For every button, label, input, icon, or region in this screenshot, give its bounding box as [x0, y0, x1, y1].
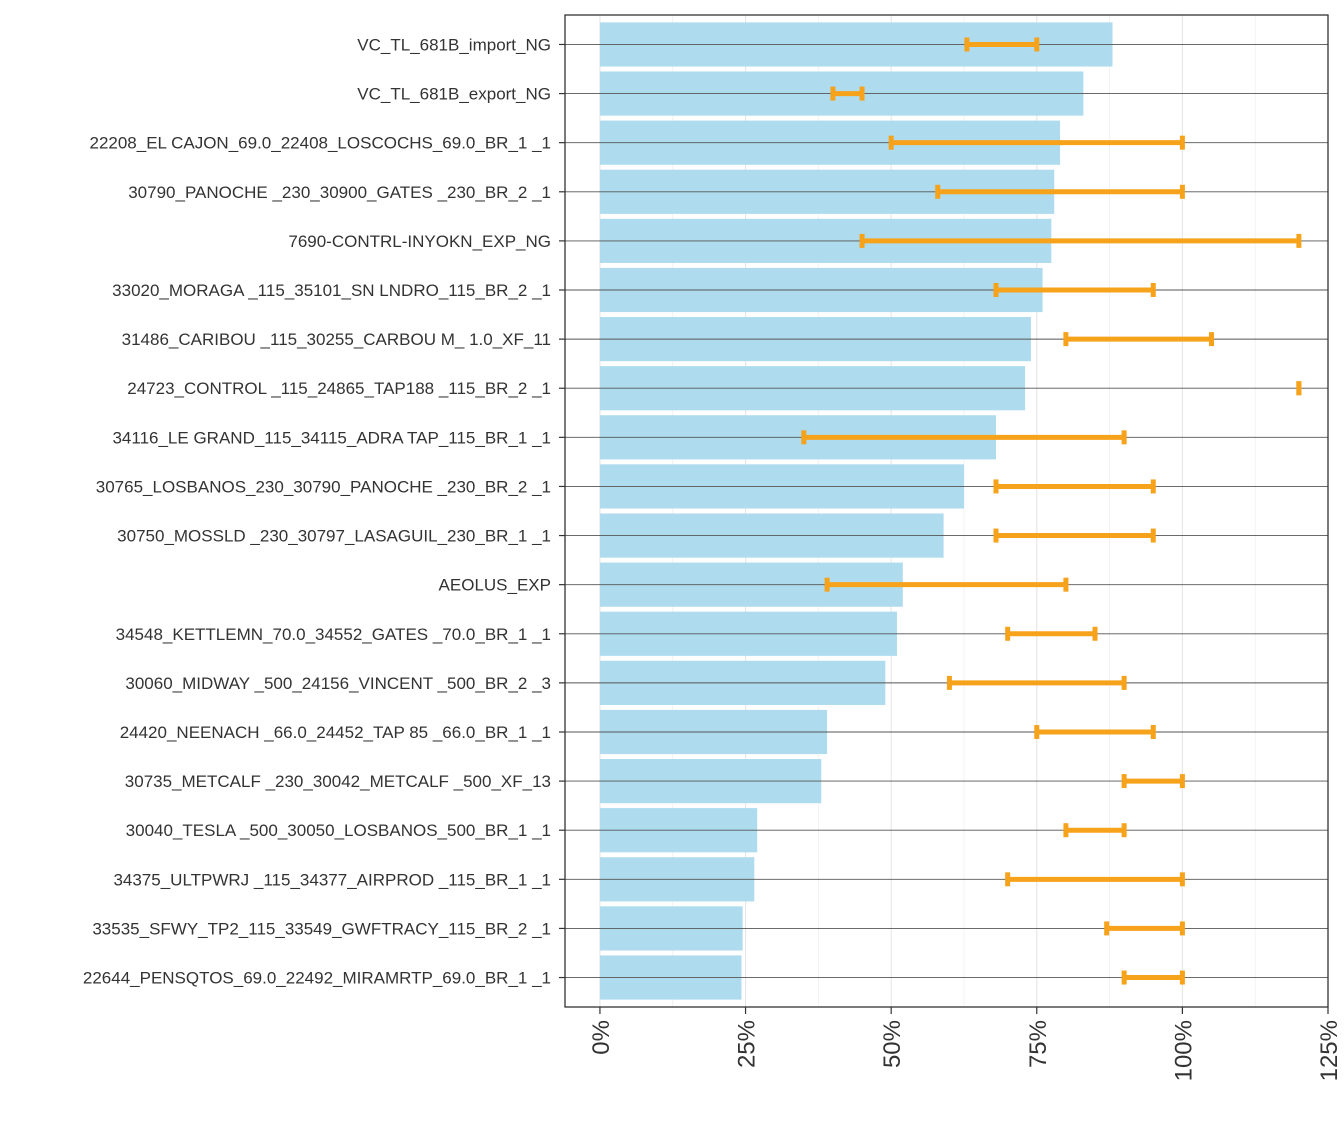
category-label-0: VC_TL_681B_import_NG: [357, 35, 551, 54]
category-label-5: 33020_MORAGA _115_35101_SN LNDRO_115_BR_…: [112, 281, 551, 300]
category-label-13: 30060_MIDWAY _500_24156_VINCENT _500_BR_…: [125, 674, 551, 693]
category-label-14: 24420_NEENACH _66.0_24452_TAP 85 _66.0_B…: [120, 723, 551, 742]
category-label-15: 30735_METCALF _230_30042_METCALF _500_XF…: [125, 772, 551, 791]
category-label-1: VC_TL_681B_export_NG: [357, 85, 551, 104]
category-label-16: 30040_TESLA _500_30050_LOSBANOS_500_BR_1…: [126, 821, 551, 840]
x-tick-label-5: 125%: [1316, 1020, 1343, 1081]
panel-border: [564, 14, 1329, 1008]
error-bar-6: [1063, 332, 1215, 347]
error-bar-12: [1005, 626, 1098, 641]
category-label-11: AEOLUS_EXP: [439, 576, 551, 595]
category-label-18: 33535_SFWY_TP2_115_33549_GWFTRACY_115_BR…: [92, 919, 551, 938]
category-label-7: 24723_CONTROL _115_24865_TAP188 _115_BR_…: [127, 379, 551, 398]
category-label-9: 30765_LOSBANOS_230_30790_PANOCHE _230_BR…: [96, 477, 551, 496]
x-tick-label-4: 100%: [1170, 1020, 1197, 1081]
error-bar-16: [1063, 823, 1127, 838]
error-bar-10: [993, 528, 1156, 543]
error-bar-3: [935, 184, 1185, 199]
category-label-12: 34548_KETTLEMN_70.0_34552_GATES _70.0_BR…: [116, 625, 551, 644]
error-bar-2: [888, 135, 1185, 150]
x-tick-label-0: 0%: [588, 1020, 615, 1055]
error-bar-8: [801, 430, 1127, 445]
category-label-10: 30750_MOSSLD _230_30797_LASAGUIL_230_BR_…: [117, 527, 551, 546]
category-label-19: 22644_PENSQTOS_69.0_22492_MIRAMRTP_69.0_…: [83, 969, 551, 988]
error-bar-13: [946, 675, 1127, 690]
error-bar-0: [964, 37, 1040, 52]
error-bar-4: [859, 233, 1302, 248]
category-label-2: 22208_EL CAJON_69.0_22408_LOSCOCHS_69.0_…: [89, 134, 551, 153]
error-bar-18: [1104, 921, 1185, 936]
axis-layer: [559, 14, 1329, 1014]
category-label-8: 34116_LE GRAND_115_34115_ADRA TAP_115_BR…: [112, 428, 551, 447]
category-label-3: 30790_PANOCHE _230_30900_GATES _230_BR_2…: [128, 183, 551, 202]
bar-layer: [599, 22, 1113, 1000]
category-label-17: 34375_ULTPWRJ _115_34377_AIRPROD _115_BR…: [113, 870, 551, 889]
error-bar-11: [824, 577, 1069, 592]
label-layer: VC_TL_681B_import_NG VC_TL_681B_export_NG…: [83, 35, 1343, 1081]
error-bar-14: [1034, 724, 1156, 739]
x-tick-label-3: 75%: [1025, 1020, 1052, 1068]
x-tick-label-1: 25%: [734, 1020, 761, 1068]
error-bar-9: [993, 479, 1156, 494]
x-tick-label-2: 50%: [879, 1020, 906, 1068]
error-bar-5: [993, 283, 1156, 298]
error-bar-19: [1121, 970, 1185, 985]
error-bar-17: [1005, 872, 1185, 887]
category-label-4: 7690-CONTRL-INYOKN_EXP_NG: [288, 232, 551, 251]
error-bar-1: [830, 86, 865, 101]
error-bar-layer: [801, 37, 1302, 985]
error-bar-15: [1121, 774, 1185, 789]
category-label-6: 31486_CARIBOU _115_30255_CARBOU M_ 1.0_X…: [122, 330, 551, 349]
